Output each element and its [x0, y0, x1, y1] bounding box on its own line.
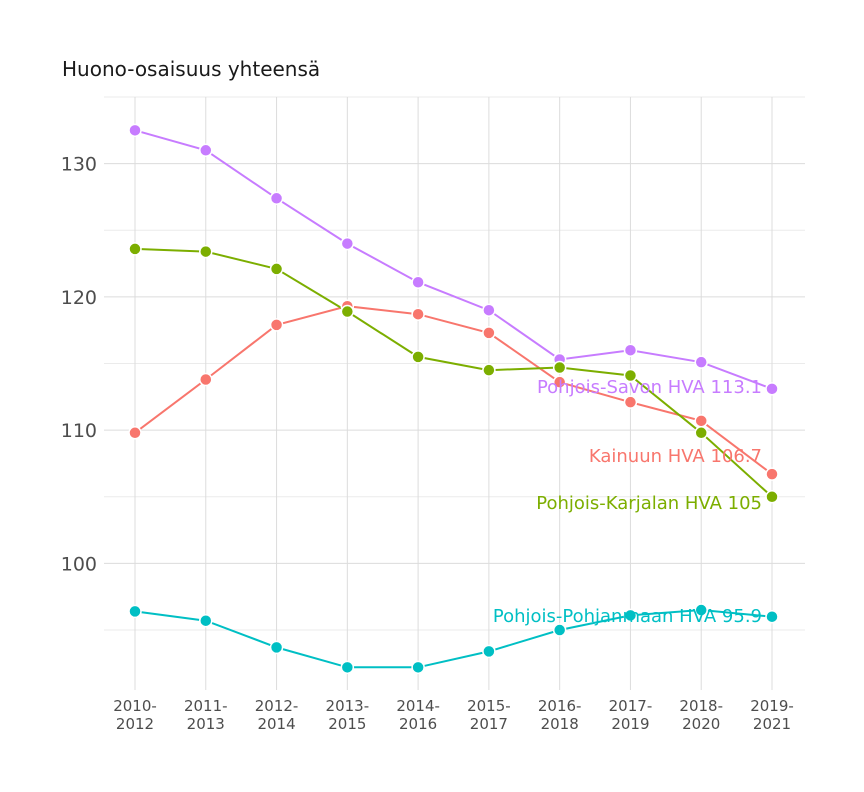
data-point: [765, 382, 779, 396]
data-point: [269, 318, 284, 332]
series-end-label: Pohjois-Savon HVA 113.1: [537, 377, 762, 398]
y-tick-label: 130: [61, 154, 97, 176]
series-line: [134, 305, 773, 475]
series-points: [128, 123, 779, 675]
data-point: [199, 613, 213, 628]
series-lines: [134, 129, 773, 669]
data-point: [694, 426, 708, 440]
chart-title: Huono-osaisuus yhteensä: [62, 57, 320, 81]
data-point: [694, 355, 708, 369]
data-point: [199, 244, 213, 259]
x-tick-label: 2014-2016: [396, 697, 440, 733]
data-point: [269, 640, 284, 655]
y-axis: 100 110 120 130: [61, 154, 97, 576]
data-point: [340, 660, 355, 675]
data-point: [482, 326, 496, 340]
data-point: [128, 242, 142, 256]
data-point: [623, 395, 638, 409]
data-point: [623, 368, 638, 383]
x-tick-label: 2010-2012: [113, 697, 157, 733]
series-end-label: Pohjois-Karjalan HVA 105: [536, 493, 762, 514]
data-point: [340, 236, 355, 251]
data-point: [623, 608, 638, 623]
data-point: [482, 303, 496, 317]
x-tick-label: 2011-2013: [184, 697, 228, 733]
data-point: [128, 426, 142, 440]
data-point: [694, 603, 708, 617]
data-point: [199, 143, 213, 158]
data-point: [482, 363, 496, 377]
x-tick-label: 2016-2018: [538, 697, 582, 733]
series-line: [134, 247, 773, 498]
y-tick-label: 110: [61, 420, 97, 442]
data-point: [411, 350, 425, 364]
data-point: [199, 372, 213, 387]
data-point: [552, 375, 567, 389]
y-tick-label: 120: [61, 287, 97, 309]
series-line: [134, 608, 773, 669]
data-point: [128, 604, 142, 619]
series-end-labels: Pohjois-Savon HVA 113.1 Kainuun HVA 106.7…: [493, 377, 762, 627]
data-point: [340, 304, 355, 319]
y-tick-label: 100: [61, 553, 97, 575]
data-point: [623, 343, 638, 357]
x-tick-label: 2012-2014: [255, 697, 299, 733]
data-point: [482, 644, 496, 659]
x-axis: 2010-2012 2011-2013 2012-2014 2013-2015 2014…: [113, 697, 794, 733]
x-tick-label: 2017-2019: [609, 697, 653, 733]
data-point: [765, 490, 779, 504]
data-point: [128, 123, 142, 138]
series-line: [134, 129, 773, 390]
x-tick-label: 2019-2021: [750, 697, 794, 733]
data-point: [411, 660, 425, 675]
x-tick-label: 2013-2015: [326, 697, 370, 733]
data-point: [269, 191, 284, 206]
x-tick-label: 2018-2020: [679, 697, 723, 733]
data-point: [765, 467, 779, 481]
data-point: [269, 262, 284, 276]
data-point: [552, 623, 567, 637]
data-point: [552, 360, 567, 375]
data-point: [694, 414, 708, 428]
data-point: [411, 275, 425, 289]
data-point: [411, 307, 425, 321]
series-end-label: Kainuun HVA 106.7: [589, 446, 762, 467]
data-point: [765, 609, 779, 624]
series-end-label: Pohjois-Pohjanmaan HVA 95.9: [493, 606, 762, 627]
x-tick-label: 2015-2017: [467, 697, 511, 733]
